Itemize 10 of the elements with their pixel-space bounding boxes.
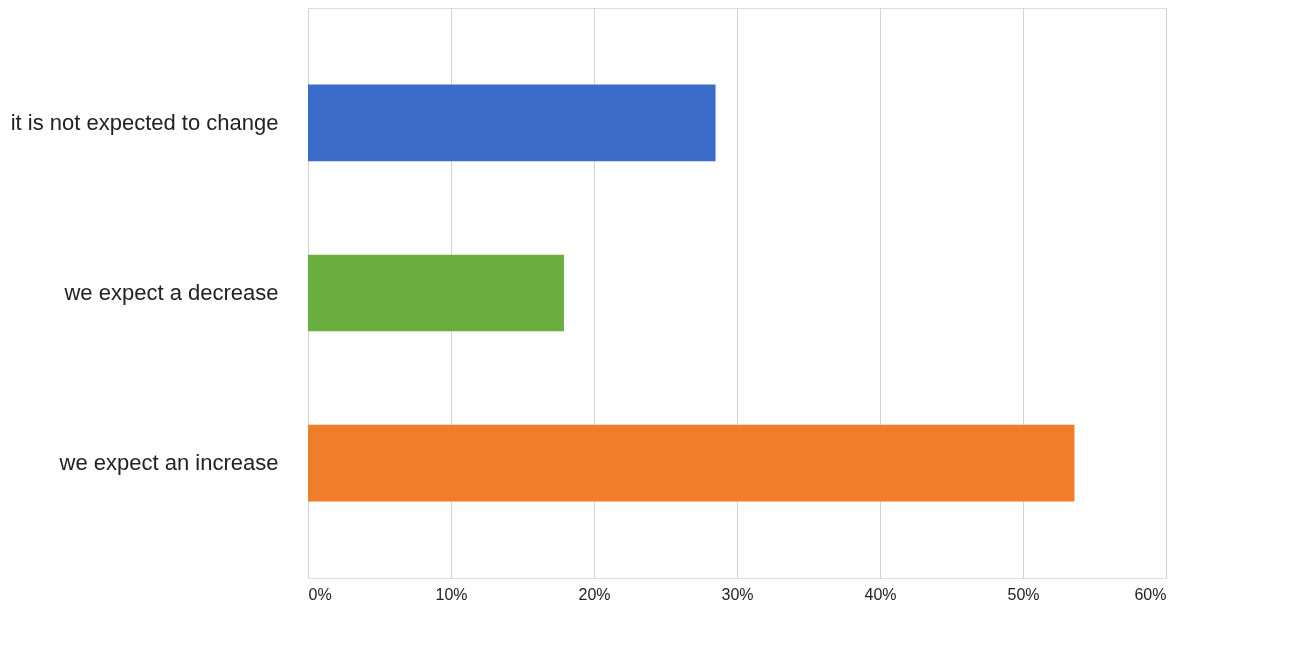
x-tick-label: 10%	[435, 585, 468, 603]
y-tick-label: it is not expected to change	[10, 109, 279, 135]
x-tick-label: 0%	[308, 585, 332, 603]
y-tick-label: we expect an increase	[58, 450, 279, 476]
x-tick-label: 30%	[721, 585, 754, 603]
x-tick-label: 20%	[578, 585, 611, 603]
x-tick-label: 40%	[864, 585, 897, 603]
y-tick-label: we expect a decrease	[63, 280, 279, 305]
x-tick-label: 50%	[1007, 585, 1040, 603]
x-tick-label: 60%	[1134, 585, 1167, 603]
